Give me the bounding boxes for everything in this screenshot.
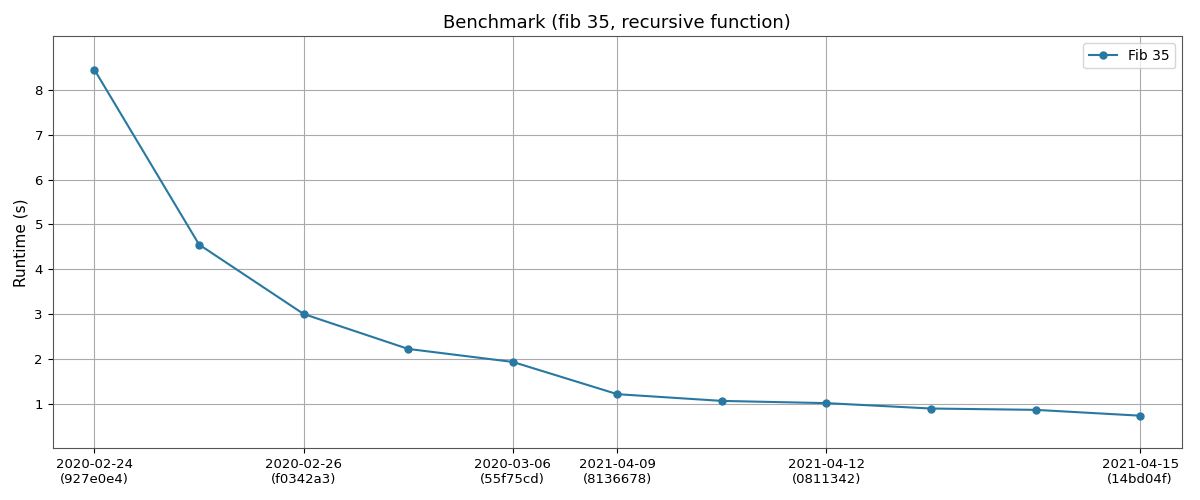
Fib 35 [715, 398, 730, 404]
Fib 35 [88, 67, 102, 73]
Fib 35 [610, 391, 624, 397]
Line: Fib 35: Fib 35 [91, 66, 1144, 419]
Fib 35 [192, 242, 206, 248]
Fib 35 [296, 311, 311, 317]
Fib 35 [1028, 407, 1043, 413]
Fib 35 [401, 346, 415, 352]
Fib 35 [1133, 412, 1147, 418]
Fib 35 [924, 406, 938, 411]
Fib 35 [820, 400, 834, 406]
Y-axis label: Runtime (s): Runtime (s) [14, 198, 29, 286]
Fib 35 [505, 359, 520, 365]
Legend: Fib 35: Fib 35 [1084, 43, 1175, 68]
Title: Benchmark (fib 35, recursive function): Benchmark (fib 35, recursive function) [444, 14, 791, 32]
